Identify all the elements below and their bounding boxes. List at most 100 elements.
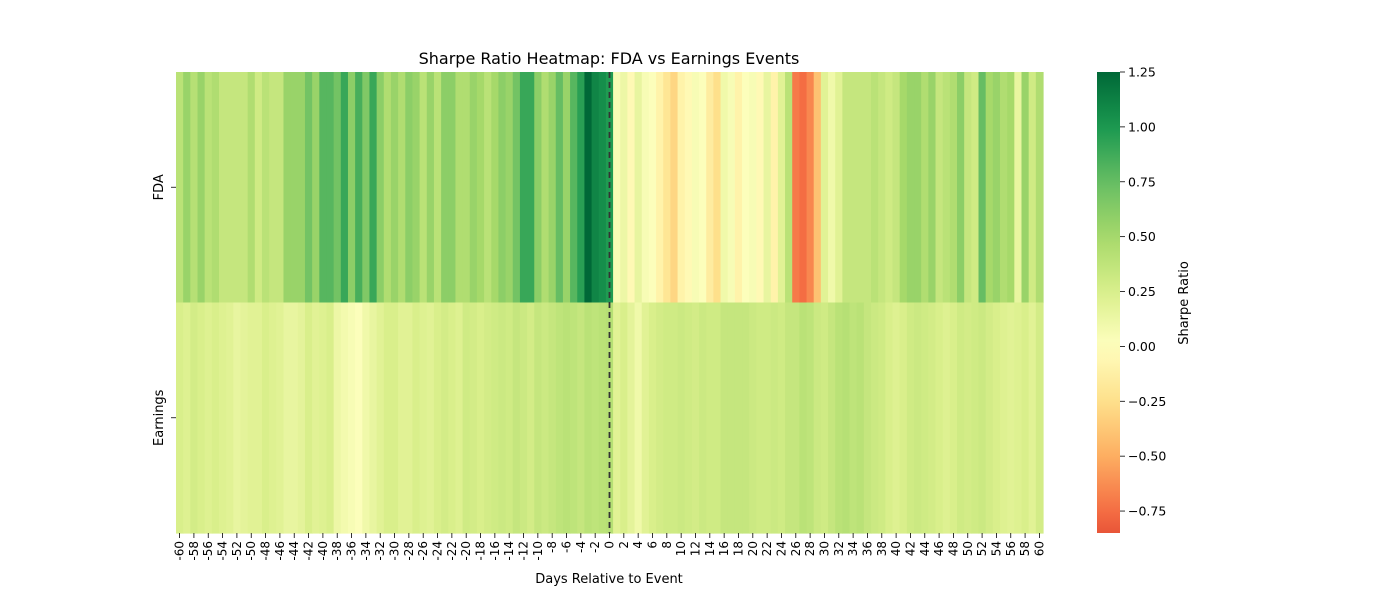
heatmap-cell bbox=[469, 302, 478, 534]
heatmap-cell bbox=[383, 302, 392, 534]
heatmap-cell bbox=[613, 72, 621, 304]
heatmap-cell bbox=[978, 72, 987, 304]
heatmap-cell bbox=[935, 72, 944, 304]
heatmap-cell bbox=[763, 302, 772, 534]
heatmap-cell bbox=[648, 302, 657, 534]
colorbar-tick-label: 1.25 bbox=[1128, 65, 1156, 80]
heatmap-cell bbox=[591, 72, 600, 304]
x-tick-label: -10 bbox=[531, 541, 545, 561]
heatmap-cell bbox=[670, 72, 679, 304]
x-tick-label: 32 bbox=[832, 541, 846, 556]
x-tick-label: 44 bbox=[918, 541, 932, 556]
x-tick-label: -24 bbox=[431, 541, 445, 561]
heatmap-cell bbox=[240, 302, 249, 534]
heatmap-cell bbox=[770, 72, 779, 304]
heatmap-cell bbox=[462, 302, 471, 534]
heatmap-cell bbox=[634, 72, 643, 304]
heatmap-cell bbox=[304, 72, 313, 304]
heatmap-cell bbox=[290, 72, 299, 304]
heatmap-cell bbox=[906, 302, 915, 534]
heatmap-cell bbox=[792, 302, 800, 534]
colorbar-label: Sharpe Ratio bbox=[1177, 261, 1192, 345]
heatmap-cell bbox=[691, 302, 700, 534]
heatmap-cell bbox=[369, 302, 378, 534]
heatmap-cell bbox=[914, 302, 922, 534]
heatmap-cell bbox=[656, 72, 664, 304]
heatmap-cell bbox=[770, 302, 779, 534]
heatmap-cell bbox=[491, 72, 500, 304]
heatmap-cell bbox=[756, 302, 765, 534]
heatmap-cell bbox=[405, 72, 414, 304]
heatmap-cell bbox=[498, 302, 507, 534]
heatmap-cell bbox=[706, 72, 714, 304]
colorbar-tick-label: 0.25 bbox=[1128, 284, 1156, 299]
colorbar bbox=[1097, 72, 1120, 533]
heatmap-cell bbox=[197, 72, 206, 304]
heatmap-cell bbox=[627, 302, 636, 534]
heatmap-cell bbox=[648, 72, 657, 304]
heatmap-cell bbox=[455, 302, 464, 534]
heatmap-cell bbox=[505, 72, 514, 304]
x-tick-label: 6 bbox=[645, 541, 659, 549]
x-tick-label: -4 bbox=[574, 541, 588, 553]
heatmap-cell bbox=[555, 72, 564, 304]
heatmap-cell bbox=[1028, 72, 1037, 304]
heatmap-cell bbox=[190, 302, 199, 534]
heatmap-cell bbox=[204, 72, 213, 304]
heatmap-cell bbox=[218, 302, 227, 534]
x-tick-label: 24 bbox=[774, 541, 788, 556]
heatmap-cell bbox=[842, 72, 851, 304]
heatmap-cell bbox=[534, 302, 543, 534]
heatmap-cell bbox=[942, 302, 951, 534]
heatmap-cell bbox=[871, 302, 879, 534]
heatmap-cell bbox=[226, 72, 234, 304]
heatmap-cell bbox=[670, 302, 679, 534]
x-tick-label: -52 bbox=[230, 541, 244, 561]
heatmap-cell bbox=[1000, 302, 1008, 534]
heatmap-cell bbox=[233, 302, 242, 534]
x-tick-label: -16 bbox=[488, 541, 502, 561]
heatmap-cell bbox=[641, 72, 650, 304]
heatmap-cell bbox=[713, 72, 722, 304]
x-tick-label: -38 bbox=[330, 541, 344, 561]
x-axis-label: Days Relative to Event bbox=[535, 572, 683, 587]
heatmap-cell bbox=[691, 72, 700, 304]
heatmap-cell bbox=[677, 72, 686, 304]
heatmap-cell bbox=[498, 72, 507, 304]
x-tick-label: -18 bbox=[474, 541, 488, 561]
heatmap-cell bbox=[505, 302, 514, 534]
x-tick-label: 4 bbox=[631, 541, 645, 549]
colorbar-tick-label: 0.00 bbox=[1128, 339, 1156, 354]
heatmap-cell bbox=[197, 302, 206, 534]
heatmap-cell bbox=[699, 302, 707, 534]
y-tick-label: FDA bbox=[152, 174, 167, 200]
heatmap-cell bbox=[878, 302, 886, 534]
heatmap-cell bbox=[369, 72, 378, 304]
heatmap-cell bbox=[835, 72, 843, 304]
heatmap-cell bbox=[512, 72, 521, 304]
heatmap-cell bbox=[390, 72, 399, 304]
colorbar-tick-label: 1.00 bbox=[1128, 119, 1156, 134]
heatmap-cell bbox=[1021, 302, 1030, 534]
heatmap-cell bbox=[799, 72, 808, 304]
heatmap-cell bbox=[684, 72, 693, 304]
heatmap-cell bbox=[297, 72, 306, 304]
heatmap-cell bbox=[813, 72, 822, 304]
heatmap-cell bbox=[641, 302, 650, 534]
heatmap-cell bbox=[355, 72, 363, 304]
heatmap-cell bbox=[412, 72, 421, 304]
heatmap-cell bbox=[1007, 72, 1015, 304]
y-tick-label: Earnings bbox=[152, 389, 167, 446]
heatmap-cell bbox=[548, 72, 557, 304]
x-tick-label: 0 bbox=[603, 541, 617, 549]
heatmap-cell bbox=[849, 302, 858, 534]
heatmap-cell bbox=[448, 302, 457, 534]
heatmap-cell bbox=[734, 302, 743, 534]
heatmap-cell bbox=[183, 302, 191, 534]
heatmap-cell bbox=[749, 72, 757, 304]
heatmap-cell bbox=[476, 302, 485, 534]
heatmap-cell bbox=[254, 72, 263, 304]
heatmap-cell bbox=[598, 72, 607, 304]
heatmap-cell bbox=[1021, 72, 1030, 304]
